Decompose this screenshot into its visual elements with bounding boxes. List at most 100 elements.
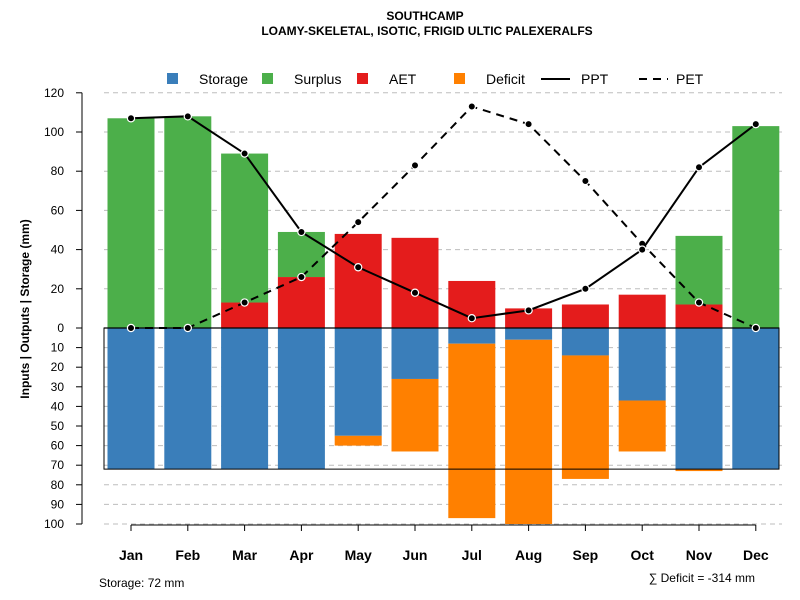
bar-storage	[618, 328, 666, 401]
bar-storage	[675, 328, 723, 470]
y-tick-label: 20	[51, 282, 65, 296]
point-ppt	[240, 149, 249, 158]
bar-deficit	[334, 435, 382, 446]
y-tick-label: 90	[51, 497, 65, 511]
bar-deficit	[561, 355, 609, 479]
legend-label: PPT	[581, 71, 609, 87]
bar-storage	[221, 328, 269, 470]
chart-subtitle: LOAMY-SKELETAL, ISOTIC, FRIGID ULTIC PAL…	[261, 24, 592, 38]
x-tick-label: Nov	[686, 547, 713, 563]
legend-label: AET	[389, 71, 417, 87]
point-ppt	[638, 245, 647, 254]
y-tick-label: 40	[51, 399, 65, 413]
chart-title: SOUTHCAMP	[386, 9, 463, 23]
bar-deficit	[448, 343, 496, 519]
point-pet	[751, 323, 761, 333]
point-pet	[467, 102, 476, 111]
legend-swatch	[167, 73, 178, 84]
legend-label: PET	[676, 71, 704, 87]
point-pet	[524, 119, 533, 129]
bar-aet	[618, 294, 666, 328]
bar-storage	[561, 328, 609, 356]
bar-surplus	[164, 116, 212, 328]
legend-item-pet: PET	[639, 71, 704, 87]
point-ppt	[751, 119, 761, 129]
x-tick-label: Jun	[403, 547, 428, 563]
point-ppt	[297, 227, 306, 237]
line-ppt	[130, 115, 757, 320]
bar-deficit	[675, 469, 723, 472]
y-tick-label: 80	[51, 478, 65, 492]
bar-deficit	[505, 339, 553, 524]
legend-item-deficit: Deficit	[454, 71, 525, 87]
x-tick-label: Aug	[515, 547, 542, 563]
deficit-note: ∑ Deficit = -314 mm	[649, 571, 755, 585]
gridlines	[104, 92, 782, 525]
y-tick-label: 60	[51, 439, 65, 453]
bar-surplus	[675, 235, 723, 305]
x-tick-label: Apr	[289, 547, 314, 563]
series-lines	[126, 102, 761, 333]
y-axis-label: Inputs | Outputs | Storage (mm)	[18, 219, 32, 398]
bar-storage	[448, 328, 496, 344]
legend-label: Storage	[199, 71, 248, 87]
y-tick-label: 20	[51, 360, 65, 374]
bar-storage	[277, 328, 325, 470]
bar-aet	[505, 308, 553, 328]
bars	[103, 116, 780, 524]
bar-surplus	[277, 231, 325, 278]
bar-surplus	[732, 126, 780, 329]
bar-storage	[732, 328, 780, 470]
point-ppt	[467, 314, 476, 323]
x-tick-label: Feb	[175, 547, 200, 563]
legend-swatch	[454, 73, 465, 84]
bar-storage	[505, 328, 553, 340]
point-pet	[126, 323, 136, 333]
legend-swatch	[262, 73, 273, 84]
bar-aet	[391, 237, 439, 328]
point-ppt	[581, 284, 590, 293]
storage-note: Storage: 72 mm	[99, 576, 184, 590]
y-tick-label: 60	[51, 203, 65, 217]
x-tick-label: Dec	[743, 547, 769, 563]
y-tick-label: 30	[51, 380, 65, 394]
legend-item-storage: Storage	[167, 71, 248, 87]
y-tick-label: 50	[51, 419, 65, 433]
x-axis: Jan Feb Mar Apr May Jun Jul Aug Sep Oct Nov Dec	[119, 524, 769, 563]
legend-item-aet: AET	[357, 71, 417, 87]
bar-deficit	[618, 400, 666, 452]
bar-aet	[221, 302, 269, 328]
x-tick-label: Oct	[631, 547, 655, 563]
bar-surplus	[221, 153, 269, 303]
x-tick-label: Jul	[462, 547, 482, 563]
point-ppt	[524, 306, 533, 315]
bar-storage	[334, 328, 382, 436]
point-pet	[354, 217, 363, 227]
y-tick-label: 120	[44, 86, 64, 100]
point-pet	[240, 298, 249, 307]
x-tick-label: Sep	[573, 547, 599, 563]
point-pet	[694, 298, 704, 307]
point-ppt	[126, 114, 136, 123]
bar-aet	[277, 277, 325, 328]
point-pet	[297, 272, 306, 282]
y-tick-label: 70	[51, 458, 65, 472]
x-tick-label: Mar	[232, 547, 257, 563]
bar-aet	[561, 304, 609, 328]
y-tick-label: 80	[51, 164, 65, 178]
bar-aet	[334, 233, 382, 328]
legend: Storage Surplus AET Deficit PPT PET	[167, 71, 704, 87]
point-ppt	[183, 112, 192, 121]
legend-label: Surplus	[294, 71, 341, 87]
x-tick-label: Jan	[119, 547, 143, 563]
legend-label: Deficit	[486, 71, 525, 87]
bar-storage	[164, 328, 212, 470]
point-ppt	[410, 288, 420, 297]
point-ppt	[354, 263, 363, 272]
line-pet	[131, 105, 757, 329]
legend-item-ppt: PPT	[541, 71, 609, 87]
y-tick-label: 100	[44, 517, 64, 531]
y-tick-label: 10	[51, 341, 65, 355]
bar-storage	[107, 328, 155, 470]
